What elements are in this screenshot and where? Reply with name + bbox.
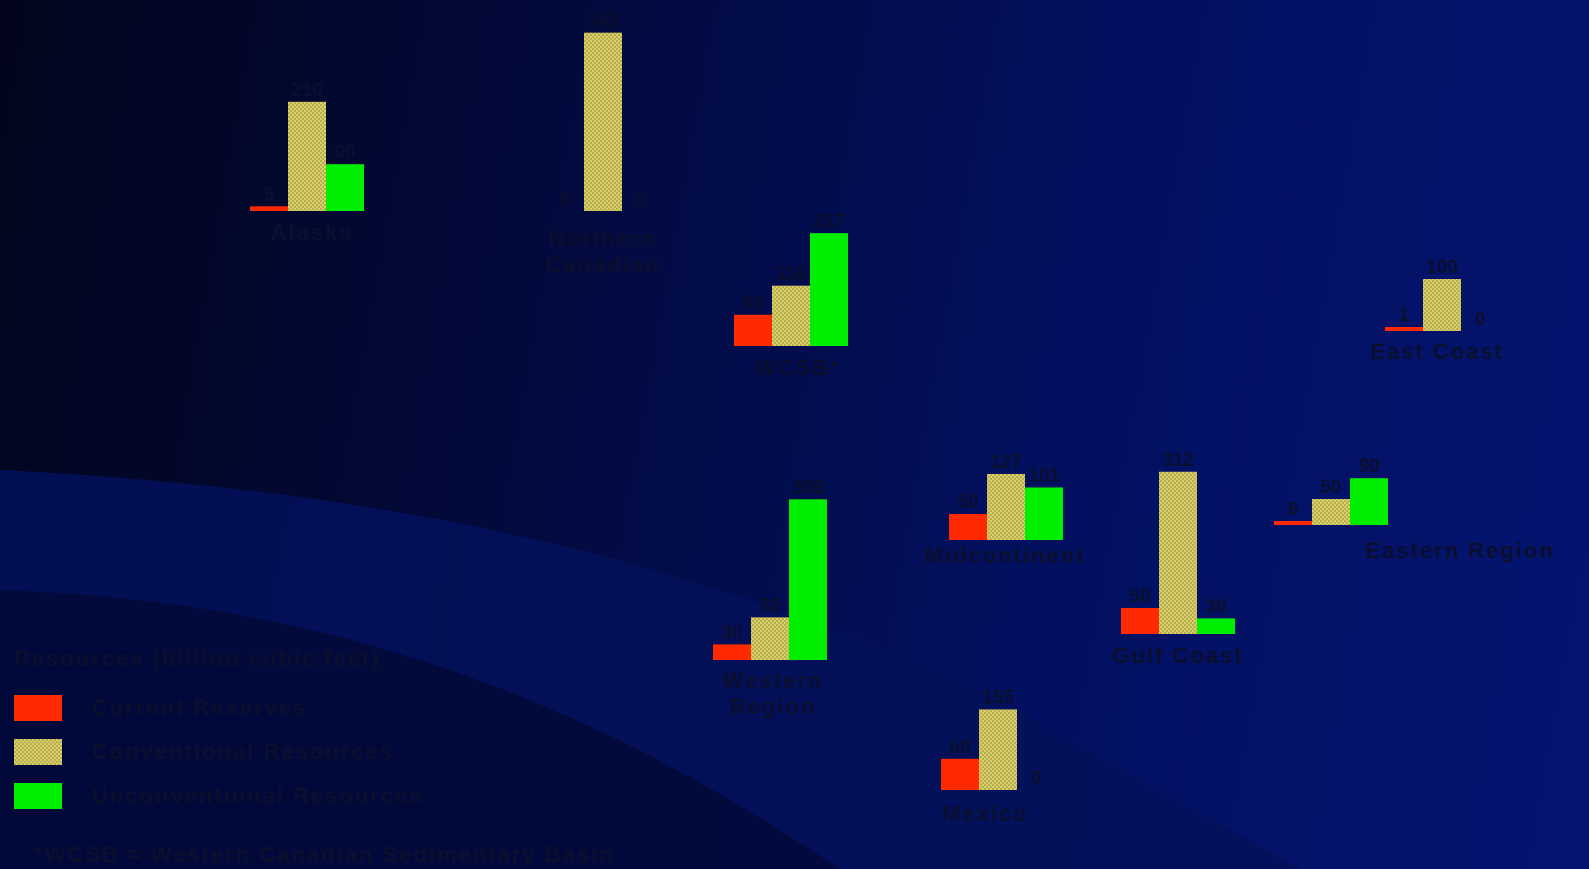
data-label-unconventional: 30 <box>1205 596 1226 617</box>
bar-conventional <box>1423 279 1461 331</box>
bar-conventional <box>288 101 326 211</box>
data-label-current: 60 <box>949 737 970 758</box>
bar-conventional <box>979 709 1017 790</box>
legend-title: Resources (billion cubic feet) <box>14 646 381 671</box>
footnote: *WCSB = Western Canadian Sedimentary Bas… <box>34 842 615 867</box>
legend-swatch-current <box>14 695 62 721</box>
bar-conventional <box>772 285 810 346</box>
bar-current <box>250 206 288 211</box>
data-label-conventional: 50 <box>1320 477 1341 498</box>
region-label: Western <box>723 668 823 693</box>
data-label-current: 0 <box>560 189 571 210</box>
region-label: Midcontinent <box>925 543 1086 568</box>
data-label-current: 30 <box>721 622 742 643</box>
legend: Resources (billion cubic feet) Current R… <box>14 646 424 818</box>
data-label-conventional: 343 <box>587 11 619 32</box>
bar-unconventional <box>1025 487 1063 540</box>
legend-label: Conventional Resources <box>92 739 394 764</box>
data-label-conventional: 210 <box>291 80 323 101</box>
data-label-unconventional: 0 <box>1031 768 1042 789</box>
region-label: Eastern Region <box>1365 538 1554 563</box>
legend-label: Current Reserves <box>92 695 308 720</box>
bar-unconventional <box>789 499 827 660</box>
data-label-conventional: 127 <box>990 452 1022 473</box>
region-label: East Coast <box>1370 339 1504 364</box>
bar-current <box>941 758 979 790</box>
legend-item-conventional: Conventional Resources <box>14 730 424 774</box>
region-label: Canadian <box>545 252 660 277</box>
data-label-current: 1 <box>1399 305 1410 326</box>
bar-current <box>1121 608 1159 634</box>
data-label-unconventional: 101 <box>1028 465 1060 486</box>
data-label-current: 6 <box>1288 499 1299 520</box>
data-label-unconventional: 90 <box>334 142 355 163</box>
data-label-current: 9 <box>264 184 275 205</box>
bar-unconventional <box>1197 618 1235 634</box>
background-swoosh-band <box>0 640 700 869</box>
legend-item-current: Current Reserves <box>14 686 424 730</box>
region-label: Gulf Coast <box>1112 643 1243 668</box>
data-label-conventional: 116 <box>776 264 807 285</box>
region-label: Region <box>730 694 817 719</box>
legend-swatch-conventional <box>14 739 62 765</box>
bar-unconventional <box>326 164 364 211</box>
data-label-current: 50 <box>1129 586 1150 607</box>
bar-unconventional <box>810 233 848 346</box>
bar-conventional <box>751 617 789 660</box>
data-label-conventional: 82 <box>759 595 780 616</box>
region-label: WCSB* <box>755 355 841 380</box>
bar-conventional <box>584 32 622 211</box>
data-label-conventional: 100 <box>1426 257 1458 278</box>
legend-swatch-unconventional <box>14 783 62 809</box>
bar-current <box>949 514 987 540</box>
bar-unconventional <box>1350 478 1388 525</box>
region-label: Alaska <box>271 220 354 245</box>
data-label-current: 50 <box>957 492 978 513</box>
bar-conventional <box>987 473 1025 540</box>
data-label-unconventional: 0 <box>1475 309 1486 330</box>
region-label: Mexico <box>942 801 1029 826</box>
data-label-unconventional: 0 <box>636 189 647 210</box>
bar-current <box>713 644 751 660</box>
legend-item-unconventional: Unconventional Resources <box>14 774 424 818</box>
region-label: Northern <box>549 226 658 251</box>
data-label-unconventional: 309 <box>792 477 824 498</box>
data-label-conventional: 155 <box>982 687 1014 708</box>
legend-label: Unconventional Resources <box>92 783 424 808</box>
bar-current <box>1274 521 1312 525</box>
data-label-unconventional: 217 <box>813 211 845 232</box>
data-label-current: 60 <box>742 293 763 314</box>
bar-conventional <box>1312 499 1350 525</box>
bar-current <box>734 314 772 346</box>
data-label-conventional: 312 <box>1162 450 1194 471</box>
bar-conventional <box>1159 471 1197 634</box>
bar-current <box>1385 327 1423 331</box>
data-label-unconventional: 90 <box>1358 456 1379 477</box>
